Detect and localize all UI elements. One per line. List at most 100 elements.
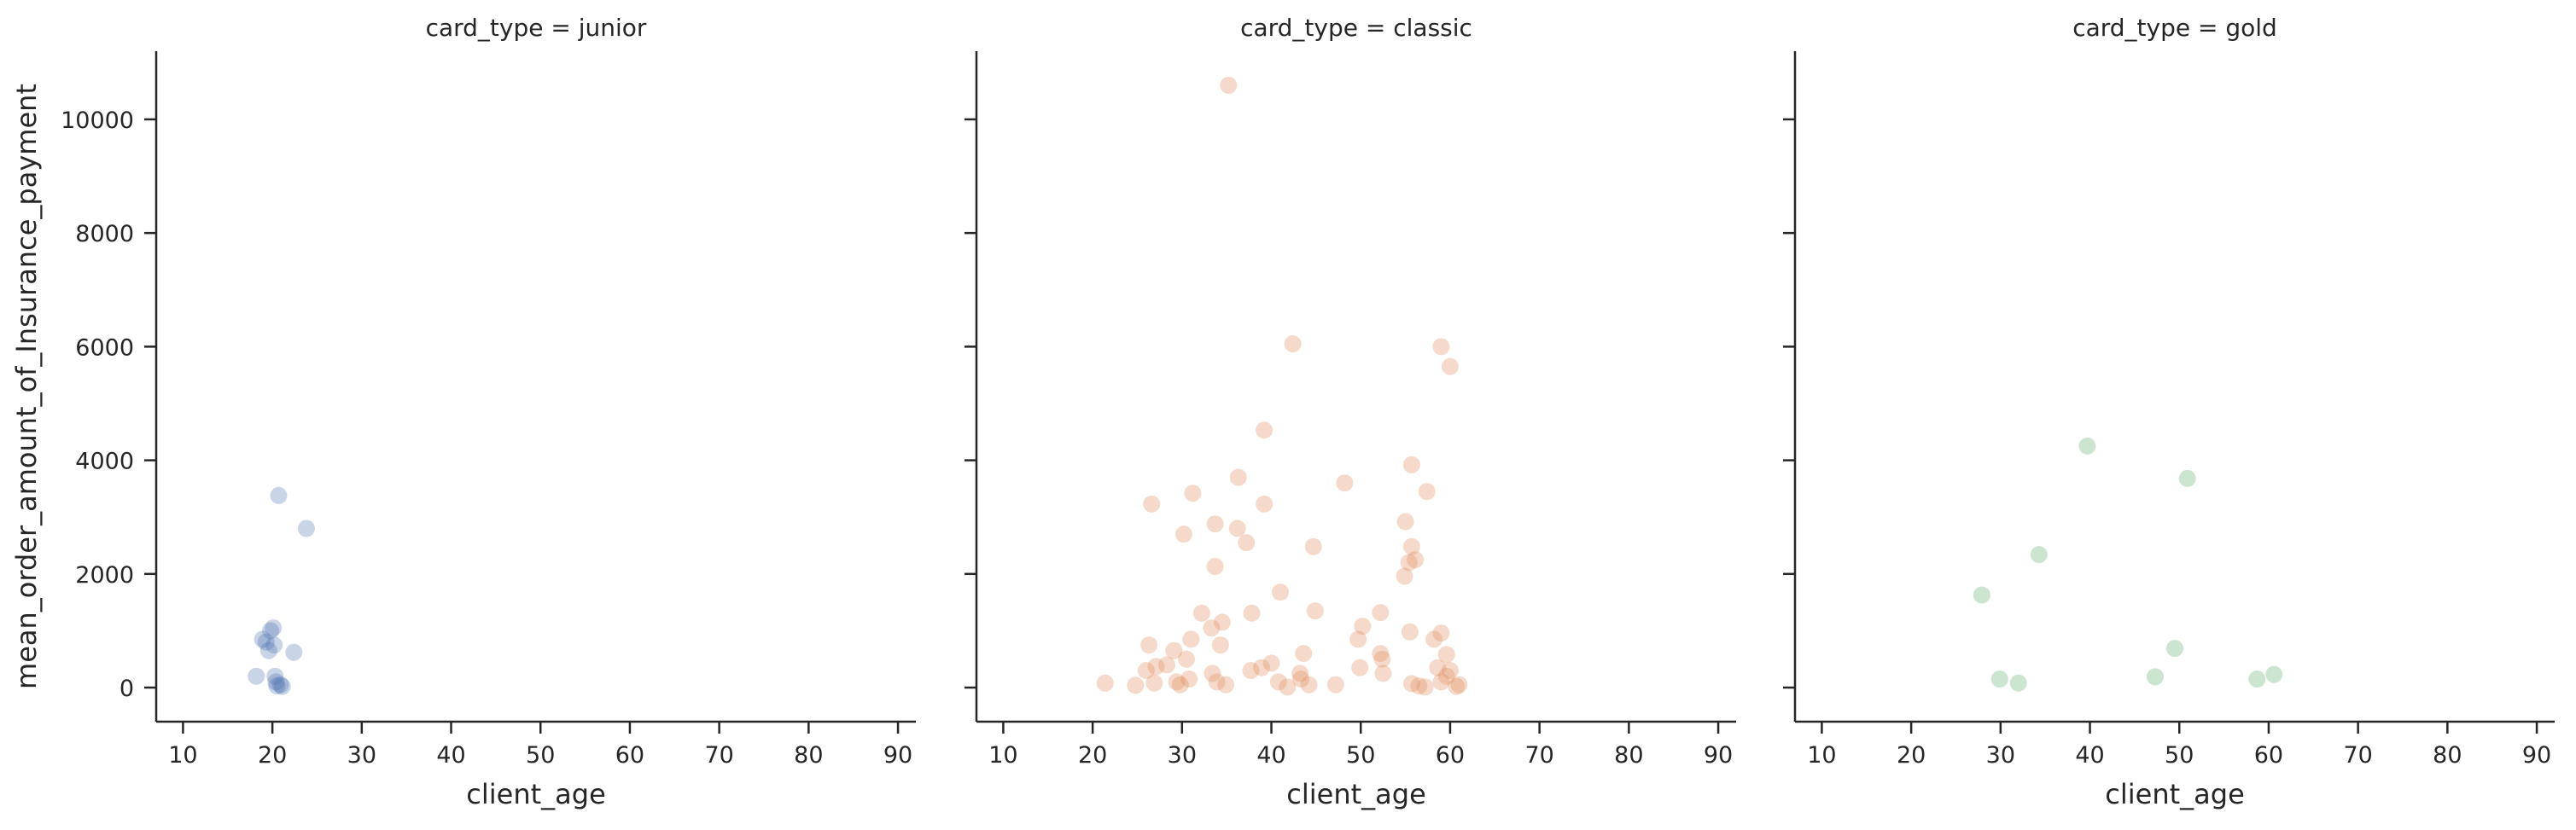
- point-classic-73: [1448, 677, 1466, 695]
- point-classic-48: [1253, 659, 1271, 676]
- point-classic-72: [1279, 678, 1297, 696]
- point-classic-42: [1178, 650, 1196, 668]
- point-junior-11: [271, 676, 289, 694]
- point-junior-2: [257, 633, 275, 651]
- x-axis-label-gold: client_age: [2105, 778, 2245, 810]
- point-gold-0: [2078, 437, 2096, 455]
- x-tick-label-classic-90: 90: [1704, 742, 1733, 769]
- point-classic-2: [1432, 338, 1450, 356]
- point-classic-34: [1182, 630, 1200, 648]
- point-classic-51: [1291, 665, 1309, 682]
- point-classic-19: [1407, 551, 1425, 569]
- point-classic-8: [1418, 483, 1436, 501]
- x-tick-label-junior-90: 90: [883, 742, 912, 769]
- point-classic-16: [1238, 534, 1256, 552]
- point-classic-44: [1373, 650, 1391, 668]
- point-classic-57: [1437, 667, 1455, 685]
- point-classic-1: [1284, 335, 1302, 353]
- point-classic-74: [1416, 678, 1434, 696]
- x-tick-label-classic-40: 40: [1256, 742, 1285, 769]
- facet-title-junior: card_type = junior: [426, 14, 647, 42]
- point-classic-21: [1206, 558, 1224, 576]
- point-classic-24: [1306, 602, 1324, 620]
- point-classic-69: [1326, 676, 1344, 694]
- x-axis-label-junior: client_age: [466, 778, 606, 810]
- point-junior-0: [248, 667, 265, 685]
- point-classic-15: [1174, 525, 1192, 543]
- point-classic-52: [1374, 665, 1392, 682]
- point-classic-26: [1192, 604, 1210, 622]
- point-classic-22: [1396, 567, 1413, 585]
- x-axis-classic: 10 20 30 40 50 60 70 80 90: [988, 722, 1733, 769]
- point-classic-32: [1432, 624, 1450, 642]
- x-axis-junior: 10 20 30 40 50 60 70 80 90: [168, 722, 912, 769]
- point-classic-54: [1351, 659, 1369, 676]
- x-tick-label-gold-10: 10: [1807, 742, 1836, 769]
- x-tick-label-junior-30: 30: [347, 742, 376, 769]
- point-classic-61: [1269, 673, 1287, 691]
- x-tick-label-gold-90: 90: [2522, 742, 2551, 769]
- point-junior-6: [265, 636, 283, 654]
- point-classic-14: [1228, 519, 1246, 537]
- point-classic-5: [1402, 456, 1420, 473]
- point-classic-36: [1140, 636, 1158, 654]
- x-tick-label-gold-30: 30: [1986, 742, 2015, 769]
- point-classic-43: [1147, 658, 1165, 676]
- point-classic-23: [1272, 583, 1289, 601]
- point-classic-50: [1137, 662, 1155, 680]
- point-junior-14: [297, 519, 315, 537]
- y-tick-label-10000: 10000: [61, 107, 134, 134]
- facet-title-gold: card_type = gold: [2072, 14, 2277, 42]
- point-classic-27: [1243, 604, 1261, 622]
- point-gold-8: [1990, 670, 2008, 688]
- points-junior: [248, 486, 315, 695]
- point-classic-64: [1127, 676, 1145, 694]
- facet-title-classic: card_type = classic: [1240, 14, 1472, 42]
- point-junior-8: [267, 673, 285, 691]
- point-gold-5: [2265, 665, 2283, 683]
- point-classic-40: [1437, 646, 1455, 664]
- x-tick-label-junior-70: 70: [704, 742, 733, 769]
- point-classic-25: [1372, 604, 1390, 622]
- point-classic-3: [1441, 357, 1459, 375]
- point-classic-53: [1441, 662, 1459, 680]
- point-junior-3: [259, 641, 277, 659]
- point-classic-47: [1242, 662, 1260, 680]
- point-junior-10: [270, 486, 288, 504]
- point-classic-41: [1295, 645, 1313, 663]
- point-junior-9: [268, 677, 286, 695]
- x-tick-label-junior-80: 80: [794, 742, 823, 769]
- point-junior-5: [265, 619, 283, 637]
- x-tick-label-gold-50: 50: [2165, 742, 2194, 769]
- points-gold: [1973, 437, 2283, 692]
- x-tick-label-junior-50: 50: [526, 742, 555, 769]
- point-classic-18: [1402, 537, 1420, 555]
- point-gold-9: [2009, 674, 2027, 692]
- y-tick-label-0: 0: [119, 676, 134, 702]
- y-tick-label-2000: 2000: [75, 562, 134, 589]
- point-classic-12: [1396, 513, 1414, 531]
- points-classic: [1096, 76, 1468, 696]
- point-classic-56: [1292, 670, 1310, 688]
- point-classic-58: [1180, 670, 1198, 688]
- y-tick-label-4000: 4000: [75, 449, 134, 475]
- x-tick-label-gold-70: 70: [2343, 742, 2372, 769]
- point-classic-10: [1143, 495, 1161, 513]
- x-tick-label-classic-60: 60: [1436, 742, 1465, 769]
- point-junior-12: [273, 677, 291, 695]
- facet-panel-junior: card_type = junior 10 20 30 40 50 60 70 80 90 cl…: [144, 14, 916, 810]
- point-classic-13: [1206, 515, 1224, 533]
- point-junior-7: [266, 667, 284, 685]
- x-tick-label-classic-80: 80: [1614, 742, 1643, 769]
- point-classic-9: [1184, 485, 1202, 502]
- y-tick-label-8000: 8000: [75, 221, 134, 247]
- x-tick-label-classic-50: 50: [1346, 742, 1375, 769]
- facet-panel-gold: card_type = gold 10 20 30 40 50 60 70 80 90 clie…: [1783, 14, 2555, 810]
- point-classic-63: [1096, 674, 1114, 692]
- point-classic-6: [1229, 468, 1247, 486]
- x-tick-label-junior-20: 20: [258, 742, 287, 769]
- point-classic-37: [1211, 636, 1229, 654]
- x-axis-gold: 10 20 30 40 50 60 70 80 90: [1807, 722, 2551, 769]
- point-classic-7: [1336, 474, 1354, 492]
- point-classic-59: [1145, 674, 1163, 692]
